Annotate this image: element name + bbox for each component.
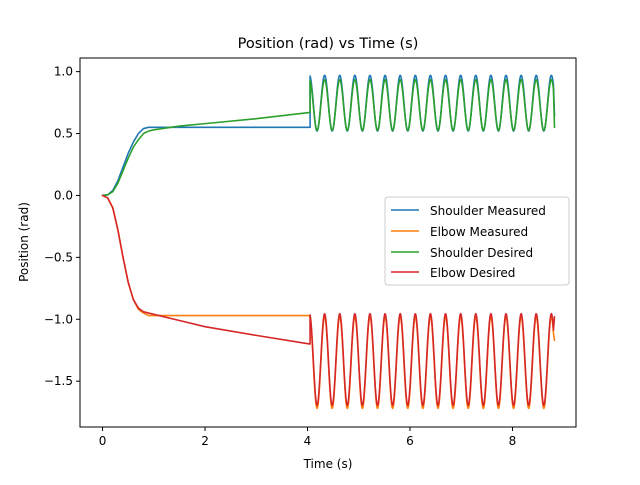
legend-box [384, 196, 570, 286]
x-tick-label: 6 [406, 434, 414, 448]
series-layer [101, 74, 556, 410]
x-axis: 0 2 4 6 8 [99, 427, 517, 448]
y-axis: −1.5 −1.0 −0.5 0.0 0.5 1.0 [44, 65, 80, 388]
y-tick-label: 0.5 [54, 127, 73, 141]
x-tick-label: 2 [201, 434, 209, 448]
chart-title: Position (rad) vs Time (s) [238, 36, 419, 52]
y-tick-label: −0.5 [44, 250, 73, 264]
legend-label-shoulder-measured: Shoulder Measured [430, 204, 546, 218]
x-tick-label: 0 [99, 434, 107, 448]
legend-label-elbow-measured: Elbow Measured [430, 225, 528, 239]
y-tick-label: −1.5 [44, 374, 73, 388]
legend-label-elbow-desired: Elbow Desired [430, 266, 515, 280]
series-line-elbow-desired [101, 194, 556, 407]
legend-label-shoulder-desired: Shoulder Desired [430, 246, 533, 260]
legend: Shoulder Measured Elbow Measured Shoulde… [384, 196, 570, 286]
y-tick-label: 1.0 [54, 65, 73, 79]
x-axis-title: Time (s) [303, 457, 353, 471]
x-tick-label: 8 [509, 434, 517, 448]
y-tick-label: −1.0 [44, 312, 73, 326]
y-tick-label: 0.0 [54, 188, 73, 202]
y-axis-title: Position (rad) [17, 202, 31, 282]
x-tick-label: 4 [304, 434, 312, 448]
plot-frame [79, 57, 577, 428]
series-line-shoulder-desired [101, 78, 556, 197]
